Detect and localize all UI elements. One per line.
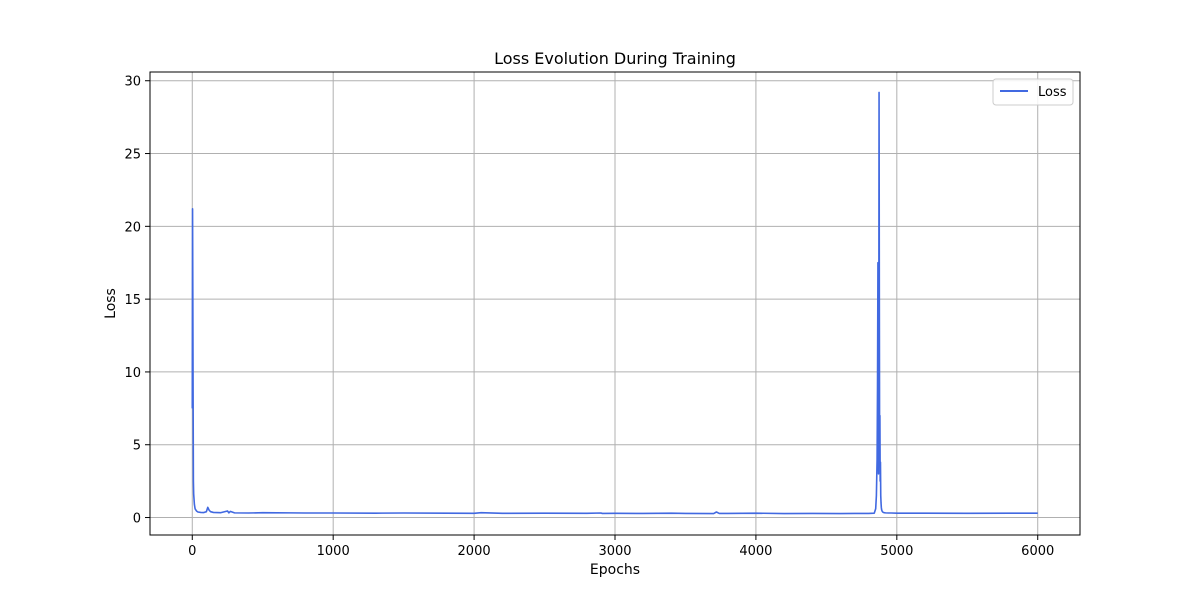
- x-tick-label: 2000: [458, 544, 491, 559]
- y-tick-label: 30: [124, 75, 141, 90]
- y-tick-label: 20: [124, 220, 141, 235]
- legend: Loss: [992, 78, 1074, 106]
- y-tick-label: 25: [124, 148, 141, 163]
- y-axis-label: Loss: [103, 288, 119, 319]
- y-axis: 0 5 10 15 20 25 30: [124, 75, 150, 527]
- x-tick-label: 4000: [739, 544, 772, 559]
- x-tick-label: 5000: [880, 544, 913, 559]
- grid-lines: [150, 72, 1080, 535]
- x-tick-label: 3000: [598, 544, 631, 559]
- y-tick-label: 15: [124, 293, 141, 308]
- loss-line: [191, 91, 1038, 515]
- y-tick-label: 0: [133, 512, 141, 527]
- y-tick-label: 5: [133, 439, 141, 454]
- legend-label: Loss: [1038, 85, 1067, 100]
- chart-title: Loss Evolution During Training: [494, 49, 736, 68]
- x-tick-label: 6000: [1021, 544, 1054, 559]
- x-tick-label: 0: [188, 544, 196, 559]
- legend-box: [992, 78, 1074, 106]
- x-tick-label: 1000: [317, 544, 350, 559]
- x-axis: 0 1000 2000 3000 4000 5000 6000: [188, 535, 1054, 559]
- x-axis-label: Epochs: [590, 562, 640, 578]
- series-layer: [191, 91, 1038, 515]
- y-tick-label: 10: [124, 366, 141, 381]
